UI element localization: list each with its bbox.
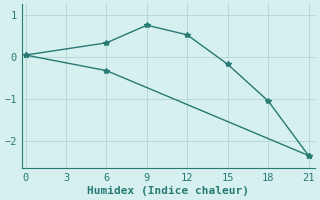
X-axis label: Humidex (Indice chaleur): Humidex (Indice chaleur) <box>87 186 249 196</box>
